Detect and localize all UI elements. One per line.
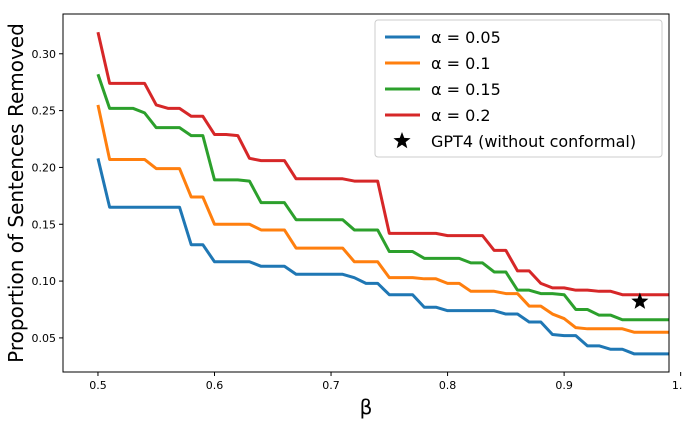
x-tick-label: 0.7 bbox=[322, 379, 340, 392]
legend-label-2: α = 0.15 bbox=[431, 80, 501, 99]
x-tick-label: 0.9 bbox=[555, 379, 573, 392]
x-tick-label: 0.8 bbox=[439, 379, 457, 392]
x-tick-label: 1.0 bbox=[672, 379, 682, 392]
y-tick-label: 0.10 bbox=[32, 275, 57, 288]
y-tick-label: 0.05 bbox=[32, 332, 57, 345]
legend: α = 0.05 α = 0.1 α = 0.15 α = 0.2 GPT4 (with… bbox=[374, 19, 663, 158]
series-line-2 bbox=[96, 73, 669, 322]
legend-label-3: α = 0.2 bbox=[431, 106, 491, 125]
plot-frame bbox=[62, 13, 670, 373]
y-axis-label: Proportion of Sentences Removed bbox=[4, 23, 28, 363]
x-tick-label: 0.6 bbox=[206, 379, 224, 392]
legend-entries: α = 0.05 α = 0.1 α = 0.15 α = 0.2 GPT4 (with… bbox=[385, 28, 636, 151]
y-tick-label: 0.30 bbox=[32, 48, 57, 61]
y-tick-label: 0.15 bbox=[32, 218, 57, 231]
legend-label-0: α = 0.05 bbox=[431, 28, 501, 47]
legend-box bbox=[374, 19, 663, 158]
series-line-3 bbox=[96, 31, 669, 297]
y-tick-label: 0.20 bbox=[32, 161, 57, 174]
x-axis-label: β bbox=[360, 395, 373, 419]
x-axis-ticks: 0.5 0.6 0.7 0.8 0.9 1.0 bbox=[89, 372, 682, 392]
y-axis-ticks: 0.05 0.10 0.15 0.20 0.25 0.30 bbox=[32, 48, 63, 345]
series-layer bbox=[96, 31, 669, 356]
legend-label-gpt4-without-conformal: GPT4 (without conformal) bbox=[431, 132, 636, 151]
legend-star-icon bbox=[393, 132, 411, 149]
x-tick-label: 0.5 bbox=[89, 379, 107, 392]
points-layer bbox=[631, 292, 649, 309]
marker-gpt4-without-conformal-star bbox=[631, 292, 649, 309]
y-tick-label: 0.25 bbox=[32, 105, 57, 118]
series-line-1 bbox=[96, 104, 669, 334]
legend-label-1: α = 0.1 bbox=[431, 54, 491, 73]
series-line-0 bbox=[96, 157, 669, 356]
